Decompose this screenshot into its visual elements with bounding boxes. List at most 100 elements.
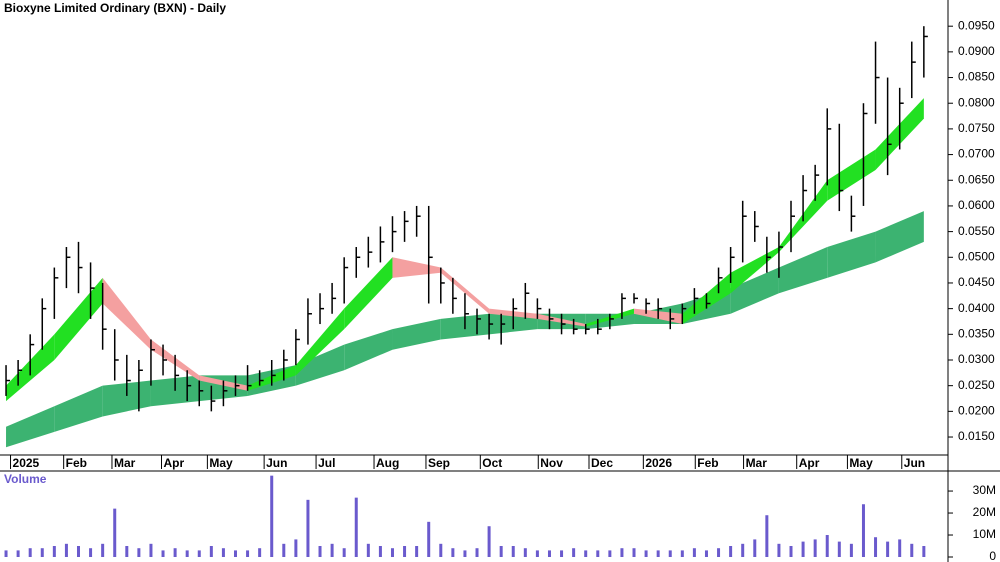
volume-bar [475,548,479,557]
volume-bar [161,550,165,557]
volume-bar [499,546,503,557]
volume-bar [246,550,250,557]
volume-bar [282,543,286,557]
volume-bar [523,548,527,557]
long-ribbon [6,406,55,448]
volume-bar [825,535,829,557]
volume-bar [922,546,926,557]
short-ribbon [392,257,441,278]
volume-bar [318,546,322,557]
volume-bar [753,539,757,557]
volume-bar [354,497,358,557]
volume-label: Volume [4,472,47,486]
volume-bar [451,548,455,557]
volume-bar [378,546,382,557]
volume-bar [849,543,853,557]
x-tick-label: Dec [591,456,613,470]
short-ribbon [102,277,151,350]
volume-bar [741,543,745,557]
x-tick-label: Jun [266,456,287,470]
volume-bar [366,543,370,557]
volume-bar [463,550,467,557]
volume-bar [910,543,914,557]
volume-tick-label: 0 [989,549,996,562]
volume-bar [584,550,588,557]
volume-bar [173,548,177,557]
volume-bar [487,526,491,557]
volume-bar [221,548,225,557]
volume-bar [898,539,902,557]
volume-bar [596,550,600,557]
volume-tick-label: 20M [973,505,996,519]
volume-bar [511,546,515,557]
short-ribbon [344,257,393,330]
volume-bar [801,541,805,557]
volume-bar [668,550,672,557]
x-tick-label: Feb [66,456,87,470]
volume-bar [632,548,636,557]
x-tick-label: Oct [482,456,502,470]
y-tick-label: 0.0600 [958,198,995,212]
volume-bar [837,541,841,557]
volume-bar [16,550,20,557]
volume-bar [439,543,443,557]
volume-bar [149,543,153,557]
x-tick-label: Apr [799,456,820,470]
volume-bar [28,548,32,557]
volume-tick-label: 30M [973,483,996,497]
long-ribbon [392,318,441,350]
volume-bar [886,541,890,557]
volume-bar [76,546,80,557]
y-tick-label: 0.0300 [958,352,995,366]
long-ribbon [295,344,345,386]
x-tick-label: Feb [697,456,718,470]
y-tick-label: 0.0250 [958,378,995,392]
volume-bar [89,548,93,557]
short-ribbon [827,149,876,201]
x-tick-label: 2026 [645,456,672,470]
volume-bar [403,546,407,557]
x-tick-label: Aug [376,456,399,470]
y-tick-label: 0.0200 [958,404,995,418]
volume-tick-label: 10M [973,527,996,541]
x-tick-label: Mar [746,456,768,470]
y-tick-label: 0.0350 [958,326,995,340]
long-ribbon [827,231,876,278]
volume-bar [101,543,105,557]
volume-bar [342,548,346,557]
volume-bar [52,546,56,557]
chart-title: Bioxyne Limited Ordinary (BXN) - Daily [4,1,226,15]
volume-bar [197,550,201,557]
volume-bar [680,550,684,557]
y-tick-label: 0.0650 [958,172,995,186]
volume-bar [861,504,865,557]
volume-bar [765,515,769,557]
volume-bar [185,550,189,557]
volume-bar [572,548,576,557]
volume-bar [64,543,68,557]
y-tick-label: 0.0700 [958,147,995,161]
volume-bar [535,550,539,557]
volume-bar [729,546,733,557]
volume-bar [137,548,141,557]
volume-bar [125,546,129,557]
y-tick-label: 0.0950 [958,18,995,32]
long-ribbon [54,385,103,432]
volume-bar [40,548,44,557]
volume-bar [777,543,781,557]
volume-bar [306,499,310,557]
y-tick-label: 0.0550 [958,224,995,238]
long-ribbon [344,329,393,371]
volume-bar [704,550,708,557]
volume-bar [620,548,624,557]
y-tick-label: 0.0150 [958,429,995,443]
volume-bar [330,543,334,557]
y-tick-label: 0.0400 [958,301,995,315]
volume-bar [294,539,298,557]
long-ribbon [730,267,779,314]
volume-bar [4,550,8,557]
volume-bar [717,548,721,557]
volume-bar [813,539,817,557]
y-tick-label: 0.0900 [958,44,995,58]
